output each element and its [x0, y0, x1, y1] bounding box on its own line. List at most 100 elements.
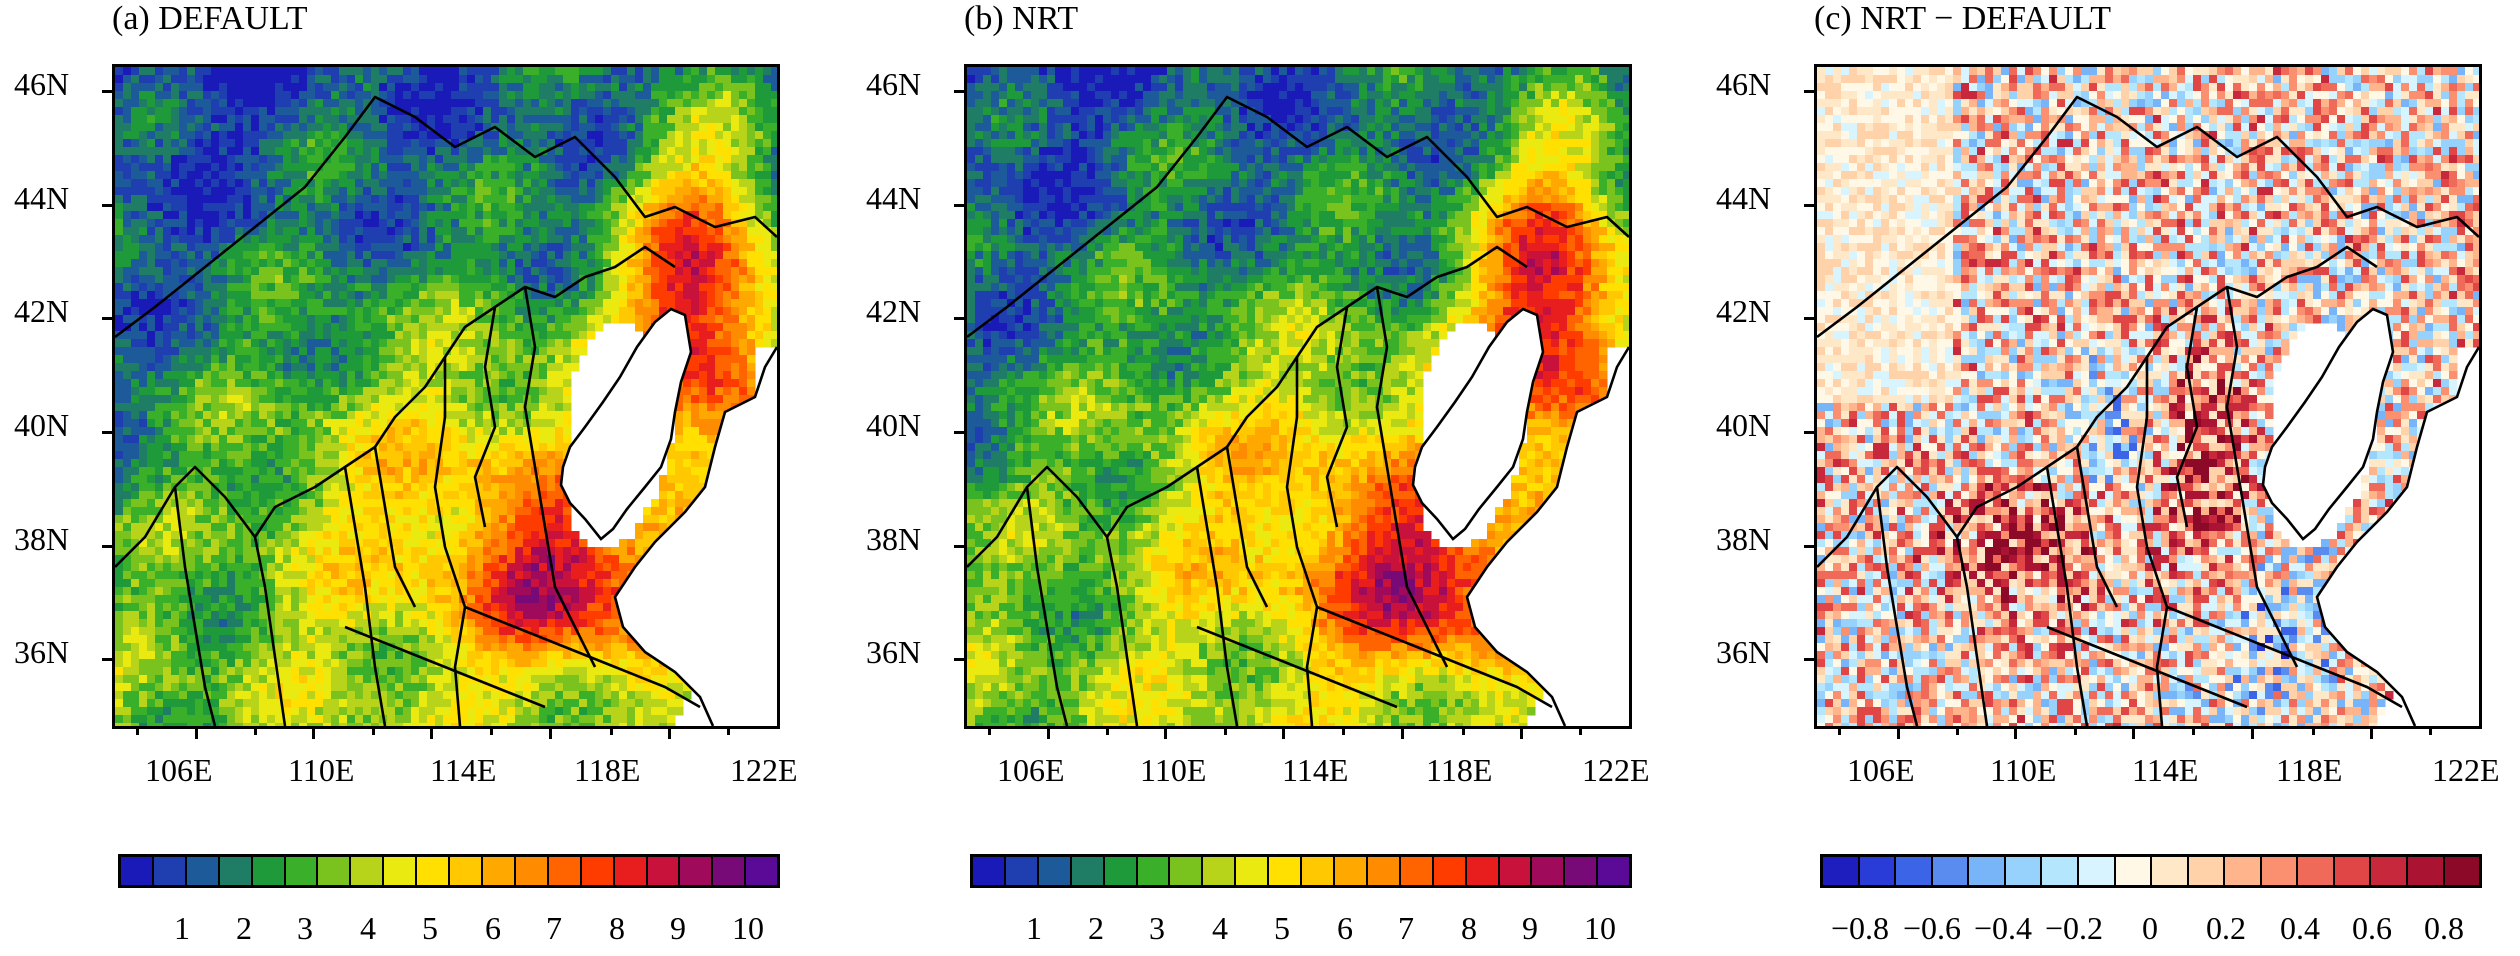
grid-cell — [187, 171, 196, 180]
grid-cell — [323, 299, 332, 308]
grid-cell — [667, 499, 676, 508]
grid-cell — [227, 235, 236, 244]
grid-cell — [115, 411, 124, 420]
grid-cell — [171, 123, 180, 132]
grid-cell — [443, 259, 452, 268]
grid-cell — [315, 139, 324, 148]
grid-cell — [179, 147, 188, 156]
grid-cell — [523, 547, 532, 556]
grid-cell — [691, 451, 700, 460]
grid-cell — [491, 291, 500, 300]
grid-cell — [115, 371, 124, 380]
grid-cell — [259, 75, 268, 84]
grid-cell — [275, 155, 284, 164]
grid-cell — [147, 243, 156, 252]
grid-cell — [515, 291, 524, 300]
grid-cell — [179, 131, 188, 140]
grid-cell — [771, 163, 777, 172]
grid-cell — [619, 187, 628, 196]
grid-cell — [747, 387, 756, 396]
grid-cell — [619, 275, 628, 284]
grid-cell — [283, 531, 292, 540]
grid-cell — [211, 115, 220, 124]
grid-cell — [643, 67, 652, 76]
grid-cell — [411, 179, 420, 188]
grid-cell — [499, 435, 508, 444]
grid-cell — [675, 291, 684, 300]
grid-cell — [547, 203, 556, 212]
grid-cell — [451, 203, 460, 212]
grid-cell — [411, 443, 420, 452]
grid-cell — [291, 491, 300, 500]
grid-cell — [243, 315, 252, 324]
grid-cell — [235, 515, 244, 524]
grid-cell — [675, 395, 684, 404]
grid-cell — [219, 387, 228, 396]
grid-cell — [267, 203, 276, 212]
grid-cell — [187, 307, 196, 316]
grid-cell — [651, 219, 660, 228]
grid-cell — [315, 451, 324, 460]
grid-cell — [435, 139, 444, 148]
grid-cell — [659, 219, 668, 228]
grid-cell — [251, 211, 260, 220]
grid-cell — [259, 451, 268, 460]
grid-cell — [307, 571, 316, 580]
grid-cell — [691, 427, 700, 436]
grid-cell — [355, 491, 364, 500]
grid-cell — [643, 259, 652, 268]
grid-cell — [707, 323, 716, 332]
grid-cell — [147, 491, 156, 500]
grid-cell — [371, 243, 380, 252]
grid-cell — [163, 99, 172, 108]
grid-cell — [715, 363, 724, 372]
grid-cell — [563, 371, 572, 380]
grid-cell — [739, 139, 748, 148]
grid-cell — [691, 267, 700, 276]
grid-cell — [467, 275, 476, 284]
grid-cell — [443, 179, 452, 188]
grid-cell — [299, 75, 308, 84]
grid-cell — [635, 235, 644, 244]
grid-cell — [275, 283, 284, 292]
grid-cell — [267, 251, 276, 260]
grid-cell — [235, 131, 244, 140]
grid-cell — [243, 363, 252, 372]
grid-cell — [539, 91, 548, 100]
grid-cell — [155, 83, 164, 92]
grid-cell — [755, 251, 764, 260]
grid-cell — [211, 419, 220, 428]
grid-cell — [427, 563, 436, 572]
grid-cell — [323, 547, 332, 556]
grid-cell — [411, 155, 420, 164]
grid-cell — [203, 227, 212, 236]
grid-cell — [395, 131, 404, 140]
grid-cell — [627, 203, 636, 212]
grid-cell — [579, 539, 588, 548]
grid-cell — [507, 163, 516, 172]
grid-cell — [475, 155, 484, 164]
grid-cell — [395, 371, 404, 380]
grid-cell — [379, 115, 388, 124]
grid-cell — [283, 515, 292, 524]
grid-cell — [531, 419, 540, 428]
grid-cell — [219, 243, 228, 252]
grid-cell — [723, 347, 732, 356]
grid-cell — [275, 99, 284, 108]
grid-cell — [131, 403, 140, 412]
grid-cell — [579, 155, 588, 164]
grid-cell — [723, 75, 732, 84]
grid-cell — [259, 379, 268, 388]
grid-cell — [331, 291, 340, 300]
grid-cell — [307, 579, 316, 588]
grid-cell — [555, 251, 564, 260]
grid-cell — [691, 259, 700, 268]
grid-cell — [243, 443, 252, 452]
grid-cell — [459, 259, 468, 268]
grid-cell — [259, 203, 268, 212]
grid-cell — [403, 283, 412, 292]
grid-cell — [139, 459, 148, 468]
grid-cell — [267, 475, 276, 484]
grid-cell — [163, 539, 172, 548]
grid-cell — [323, 443, 332, 452]
